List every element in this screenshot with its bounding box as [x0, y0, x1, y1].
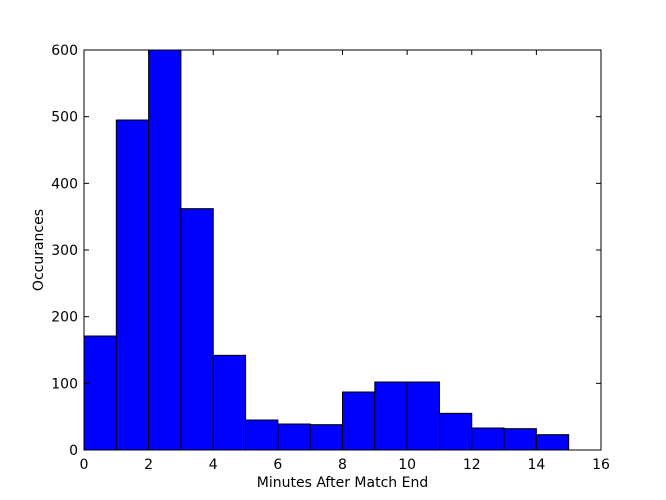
y-tick-label-1: 100 [51, 376, 78, 392]
histogram-bar-11 [438, 412, 473, 451]
histogram-bar-12 [471, 427, 505, 451]
y-tick-label-4: 400 [51, 176, 78, 192]
x-tick-label-0: 0 [80, 457, 89, 473]
y-tick-label-3: 300 [51, 243, 78, 259]
x-tick-label-5: 10 [398, 457, 416, 473]
ticks-group: 0 2 4 6 8 10 12 14 16 0 100 200 300 400 500 600 [51, 43, 610, 473]
histogram-bar-3 [180, 208, 214, 451]
y-axis-title: Occurances [31, 209, 47, 291]
histogram-bar-9 [374, 381, 408, 451]
x-tick-label-2: 4 [209, 457, 218, 473]
histogram-bar-10 [406, 381, 440, 451]
histogram-bar-8 [342, 391, 376, 451]
x-tick-label-7: 14 [527, 457, 545, 473]
y-tick-label-2: 200 [51, 310, 78, 326]
bars-group [83, 49, 570, 451]
histogram-bar-2 [148, 49, 182, 451]
histogram-bar-4 [212, 354, 247, 451]
y-tick-label-5: 500 [51, 110, 78, 126]
y-tick-label-6: 600 [51, 43, 78, 59]
x-tick-label-1: 2 [144, 457, 153, 473]
histogram-bar-7 [309, 424, 343, 451]
histogram-bar-0 [83, 335, 117, 451]
x-tick-label-4: 8 [338, 457, 347, 473]
histogram-bar-5 [245, 419, 279, 451]
x-tick-label-8: 16 [592, 457, 610, 473]
x-tick-label-6: 12 [463, 457, 481, 473]
x-tick-label-3: 6 [273, 457, 282, 473]
histogram-bar-14 [535, 434, 570, 451]
x-axis-title: Minutes After Match End [257, 475, 428, 491]
histogram-bar-1 [115, 119, 150, 451]
y-tick-label-0: 0 [69, 443, 78, 459]
histogram-bar-6 [277, 423, 311, 451]
histogram-bar-13 [503, 428, 537, 451]
